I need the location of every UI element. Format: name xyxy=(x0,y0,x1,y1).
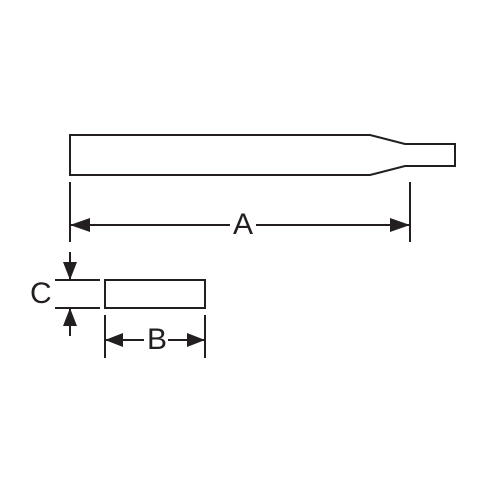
main-tube-shape xyxy=(70,135,455,175)
technical-diagram xyxy=(0,0,500,500)
dimension-label-a: A xyxy=(233,208,253,242)
dimension-label-b: B xyxy=(147,323,167,357)
cross-section-rect xyxy=(105,280,205,308)
dimension-c xyxy=(55,252,100,336)
dimension-label-c: C xyxy=(30,277,52,311)
